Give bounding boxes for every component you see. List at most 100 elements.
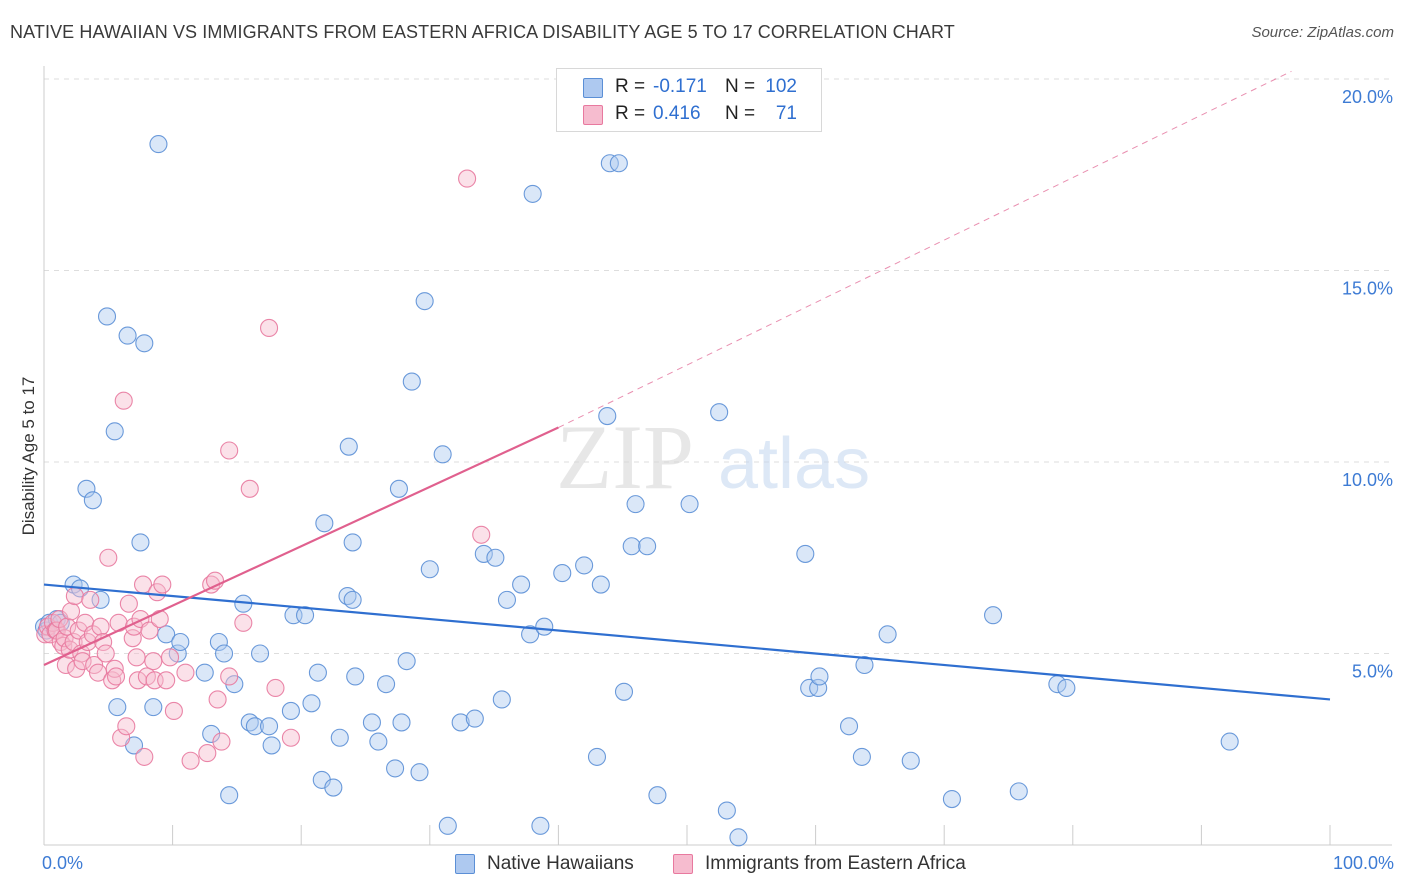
legend-label-eastern-africa: Immigrants from Eastern Africa	[705, 853, 966, 874]
data-point	[810, 667, 829, 686]
pink-swatch	[673, 854, 693, 874]
data-point	[160, 648, 180, 667]
trend-line-eastern-africa	[43, 426, 559, 666]
data-point	[234, 613, 253, 632]
data-point	[497, 590, 517, 609]
data-point	[942, 789, 961, 809]
data-point	[281, 701, 300, 721]
chart-title: NATIVE HAWAIIAN VS IMMIGRANTS FROM EASTE…	[10, 22, 955, 42]
data-point	[220, 441, 239, 460]
data-point	[131, 533, 150, 552]
data-point	[878, 625, 897, 644]
data-point	[81, 590, 100, 609]
native-hawaiians-points	[34, 135, 1239, 847]
data-point	[622, 537, 641, 556]
n-label: N =	[725, 76, 756, 97]
data-point	[710, 403, 729, 422]
data-point	[474, 544, 493, 563]
data-point	[202, 724, 221, 743]
data-point	[153, 575, 172, 594]
data-point	[855, 655, 874, 675]
data-point	[984, 606, 1003, 625]
r-value-blue: -0.171	[653, 76, 707, 97]
data-point	[324, 778, 343, 797]
data-point	[1009, 782, 1028, 801]
data-point	[135, 747, 154, 766]
data-point	[118, 326, 137, 345]
data-point	[150, 609, 169, 629]
data-point	[591, 575, 610, 594]
legend-label-native-hawaiians: Native Hawaiians	[487, 853, 634, 874]
data-point	[259, 318, 279, 338]
data-point	[410, 763, 429, 782]
r-label: R =	[615, 76, 646, 97]
legend-row-eastern-africa: R = 0.416 N = 71	[557, 100, 821, 128]
y-tick-label: 20.0%	[1342, 87, 1393, 107]
data-point	[308, 663, 327, 682]
data-point	[433, 445, 452, 464]
data-point	[415, 292, 434, 311]
data-point	[266, 678, 285, 698]
data-point	[729, 828, 748, 847]
data-point	[492, 690, 511, 709]
data-point	[157, 625, 176, 644]
data-point	[220, 786, 239, 805]
data-point	[97, 307, 117, 326]
data-point	[55, 629, 74, 648]
data-point	[521, 625, 540, 644]
data-point	[343, 590, 362, 609]
data-point	[315, 514, 334, 533]
r-label: R =	[615, 103, 646, 124]
data-point	[680, 495, 699, 514]
data-point	[117, 717, 136, 736]
data-point	[181, 751, 200, 770]
data-point	[587, 747, 607, 766]
watermark-atlas: atlas	[718, 424, 870, 504]
data-point	[614, 682, 634, 701]
data-point	[58, 617, 77, 636]
data-point	[83, 491, 102, 510]
data-point	[386, 759, 405, 778]
data-point	[65, 586, 84, 606]
data-point	[149, 135, 168, 154]
y-tick-label: 15.0%	[1342, 279, 1393, 299]
n-value-pink: 71	[775, 103, 797, 124]
data-point	[717, 801, 736, 820]
data-point	[901, 751, 920, 770]
data-point	[438, 816, 457, 835]
data-point	[119, 594, 138, 613]
data-point	[512, 575, 531, 594]
data-point	[209, 632, 228, 652]
data-point	[369, 732, 388, 751]
blue-swatch	[455, 854, 475, 874]
pink-swatch	[583, 105, 603, 125]
gridlines	[44, 78, 1392, 654]
data-point	[73, 652, 92, 671]
trend-line-native-hawaiians	[43, 583, 1331, 701]
legend-row-native-hawaiians: R = -0.171 N = 102	[557, 73, 821, 101]
data-point	[531, 816, 550, 835]
data-point	[389, 479, 408, 498]
data-point	[105, 422, 124, 441]
data-point	[392, 713, 411, 732]
data-point	[195, 663, 214, 682]
data-point	[164, 701, 183, 721]
data-point	[402, 372, 421, 391]
data-point	[852, 747, 871, 766]
trend-lines	[43, 70, 1331, 701]
data-point	[809, 678, 828, 698]
data-point	[250, 644, 270, 663]
data-point	[553, 564, 572, 583]
data-point	[176, 663, 195, 682]
data-point	[171, 632, 190, 652]
data-point	[346, 667, 365, 686]
data-point	[112, 728, 131, 747]
data-point	[214, 644, 234, 663]
data-point	[472, 525, 491, 544]
data-point	[362, 713, 381, 732]
data-point	[114, 391, 133, 410]
trend-extension-eastern-africa	[558, 70, 1292, 428]
x-tick-label-min: 0.0%	[42, 853, 83, 873]
data-point	[575, 556, 594, 575]
watermark-zip: ZIP	[556, 406, 694, 508]
